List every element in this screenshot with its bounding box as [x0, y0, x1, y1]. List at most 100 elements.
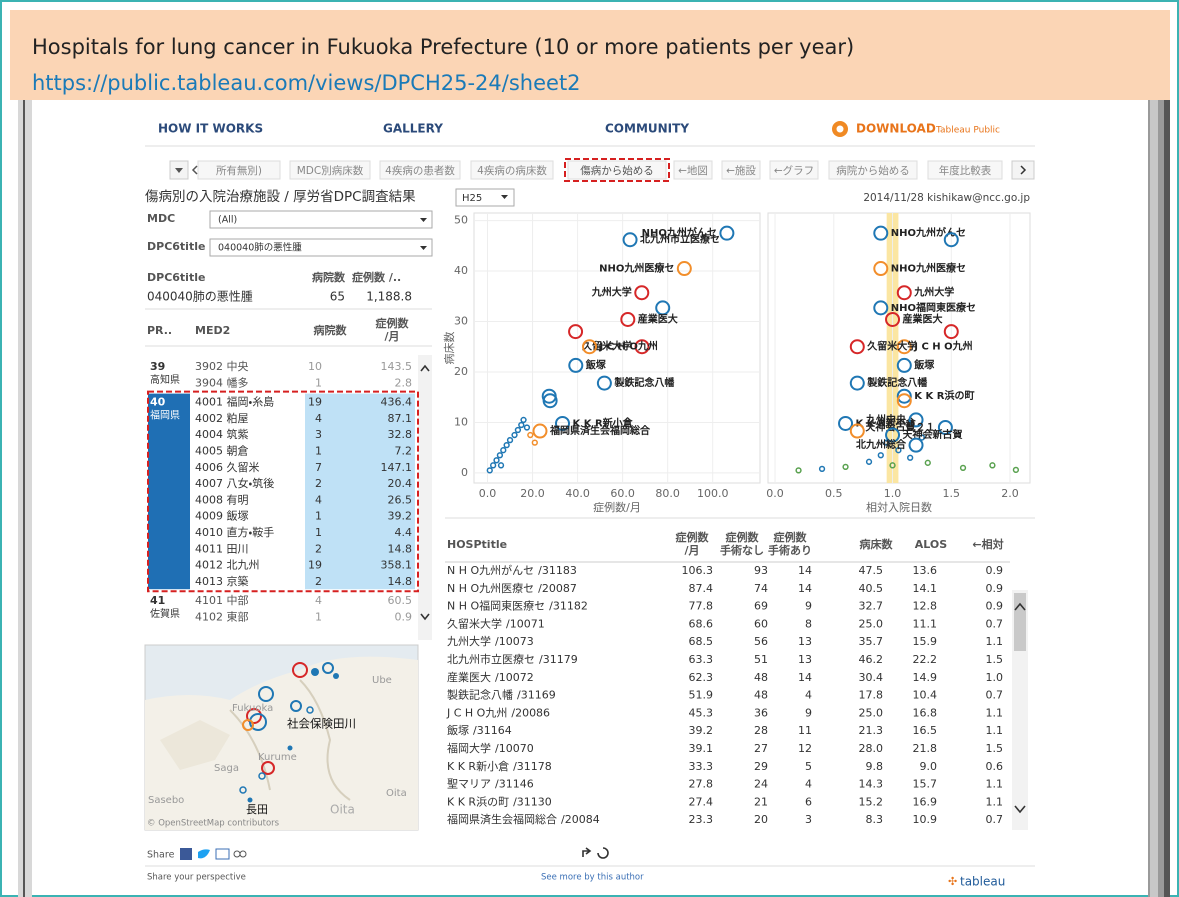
table-header: 症例数	[376, 316, 410, 330]
tab-next[interactable]	[1012, 161, 1034, 179]
table-cell: 1.0	[986, 671, 1004, 684]
point-label: 九州大学	[591, 286, 632, 299]
prefecture-code: 39	[150, 360, 165, 373]
facebook-icon[interactable]	[180, 848, 192, 860]
tab-label[interactable]: MDC別病床数	[297, 164, 364, 177]
footer-logo-mark: ✣	[948, 875, 957, 888]
summary-cell: 65	[330, 290, 345, 304]
case-count: 32.8	[388, 428, 413, 441]
table-cell: 63.3	[689, 653, 714, 666]
table-cell: 13.6	[913, 564, 938, 577]
med2-name: 4005 朝倉	[195, 445, 249, 458]
table-header: 手術なし	[720, 543, 764, 557]
table-cell: 46.2	[859, 653, 884, 666]
footer-more[interactable]: See more by this author	[541, 873, 644, 883]
table-cell: 21.8	[913, 742, 938, 755]
table-cell: 106.3	[682, 564, 714, 577]
table-header: ALOS	[915, 538, 947, 551]
hospital-code: /31182	[549, 600, 588, 613]
table-cell: 68.5	[689, 635, 714, 648]
point-label: 北九州総合	[856, 438, 907, 451]
map-marker	[248, 798, 253, 803]
summary-header: DPC6title	[147, 271, 205, 284]
point-label: 産業医大	[638, 312, 678, 325]
point-label: 製鉄記念八幡	[866, 376, 928, 389]
point-label: 製鉄記念八幡	[613, 376, 675, 389]
table-cell: 11.1	[913, 617, 938, 630]
table-cell: 69	[754, 600, 768, 613]
hospital-code: /31146	[495, 778, 534, 791]
share-label[interactable]: Share	[147, 850, 175, 861]
table-cell: 45.3	[689, 706, 714, 719]
scroll-thumb[interactable]	[1014, 593, 1026, 651]
x-tick-label: 60.0	[610, 487, 635, 500]
table-cell: 25.0	[859, 706, 884, 719]
tab-label[interactable]: ←施設	[726, 164, 756, 177]
point-label: 北九州市立医療セ	[640, 233, 720, 246]
download-link[interactable]: DOWNLOAD	[856, 122, 936, 136]
hospital-name-text: 北九州市立医療セ	[447, 652, 535, 666]
tab-label[interactable]: 病院から始める	[836, 164, 910, 177]
table-cell: 77.8	[689, 600, 714, 613]
tab-label[interactable]: 4疾病の病床数	[477, 164, 547, 177]
tab-label[interactable]: ←グラフ	[774, 164, 814, 177]
y-tick-label: 20	[454, 365, 468, 378]
scrollbar[interactable]	[418, 355, 432, 640]
hospital-name: N H O福岡東医療セ/31182	[447, 599, 588, 613]
med2-name: 3904 幡多	[195, 375, 249, 389]
y-tick-label: 40	[454, 264, 468, 277]
hospital-name-text: K K R新小倉	[447, 760, 509, 773]
hospital-name-text: 九州大学	[447, 634, 491, 648]
case-count: 143.5	[381, 360, 413, 373]
table-cell: 3	[805, 813, 812, 826]
table-cell: 8	[805, 617, 812, 630]
table-cell: 16.5	[913, 724, 938, 737]
case-count: 14.8	[388, 542, 413, 555]
filter-dropdown[interactable]	[210, 211, 432, 228]
table-cell: 16.8	[913, 706, 938, 719]
point-label: 飯塚	[913, 358, 935, 371]
download-icon-center	[837, 126, 844, 133]
header-url[interactable]: https://public.tableau.com/views/DPCH25-…	[32, 71, 581, 95]
table-cell: 14	[798, 564, 812, 577]
tab-label[interactable]: 所有無別)	[216, 164, 262, 177]
tab-label[interactable]: 傷病から始める	[580, 164, 654, 177]
point-label: NHO九州がんセ	[891, 226, 966, 239]
y-tick-label: 0	[461, 466, 468, 479]
case-count: 87.1	[388, 412, 413, 425]
table-cell: 27	[754, 742, 768, 755]
right-strip-dark	[1164, 100, 1170, 897]
table-cell: 0.9	[986, 582, 1004, 595]
case-count: 7.2	[395, 445, 413, 458]
summary-cell: 1,188.8	[366, 290, 412, 304]
table-cell: 24	[754, 778, 768, 791]
x-tick-label: 2.0	[1001, 487, 1019, 500]
point-label: 久留米大学	[866, 340, 917, 353]
footer-logo[interactable]: tableau	[960, 875, 1005, 889]
hospital-name: 北九州市立医療セ/31179	[447, 652, 578, 666]
map[interactable]	[145, 645, 418, 830]
table-cell: 87.4	[689, 582, 714, 595]
table-cell: 13	[798, 635, 812, 648]
tab-label[interactable]: 4疾病の患者数	[385, 164, 455, 177]
nav-link[interactable]: HOW IT WORKS	[158, 122, 263, 136]
y-tick-label: 10	[454, 415, 468, 428]
case-count: 20.4	[388, 477, 413, 490]
tab-label[interactable]: ←地図	[678, 164, 708, 177]
med2-name: 4011 田川	[195, 542, 249, 555]
hospital-name-text: 福岡大学	[447, 741, 491, 755]
table-cell: 8.3	[866, 813, 884, 826]
med2-name: 4101 中部	[195, 594, 249, 607]
hospital-name: K K R新小倉/31178	[447, 760, 552, 773]
map-marker	[333, 673, 339, 679]
case-count: 39.2	[388, 510, 413, 523]
nav-link[interactable]: GALLERY	[383, 122, 443, 136]
summary-header: 症例数 /..	[352, 270, 401, 284]
nav-link[interactable]: COMMUNITY	[605, 122, 689, 136]
table-cell: 62.3	[689, 671, 714, 684]
tab-label[interactable]: 年度比較表	[939, 164, 992, 177]
prefecture-code: 41	[150, 594, 165, 607]
hospital-count: 2	[315, 542, 322, 555]
table-cell: 14	[798, 671, 812, 684]
point-label: J C H O九州	[599, 340, 658, 353]
